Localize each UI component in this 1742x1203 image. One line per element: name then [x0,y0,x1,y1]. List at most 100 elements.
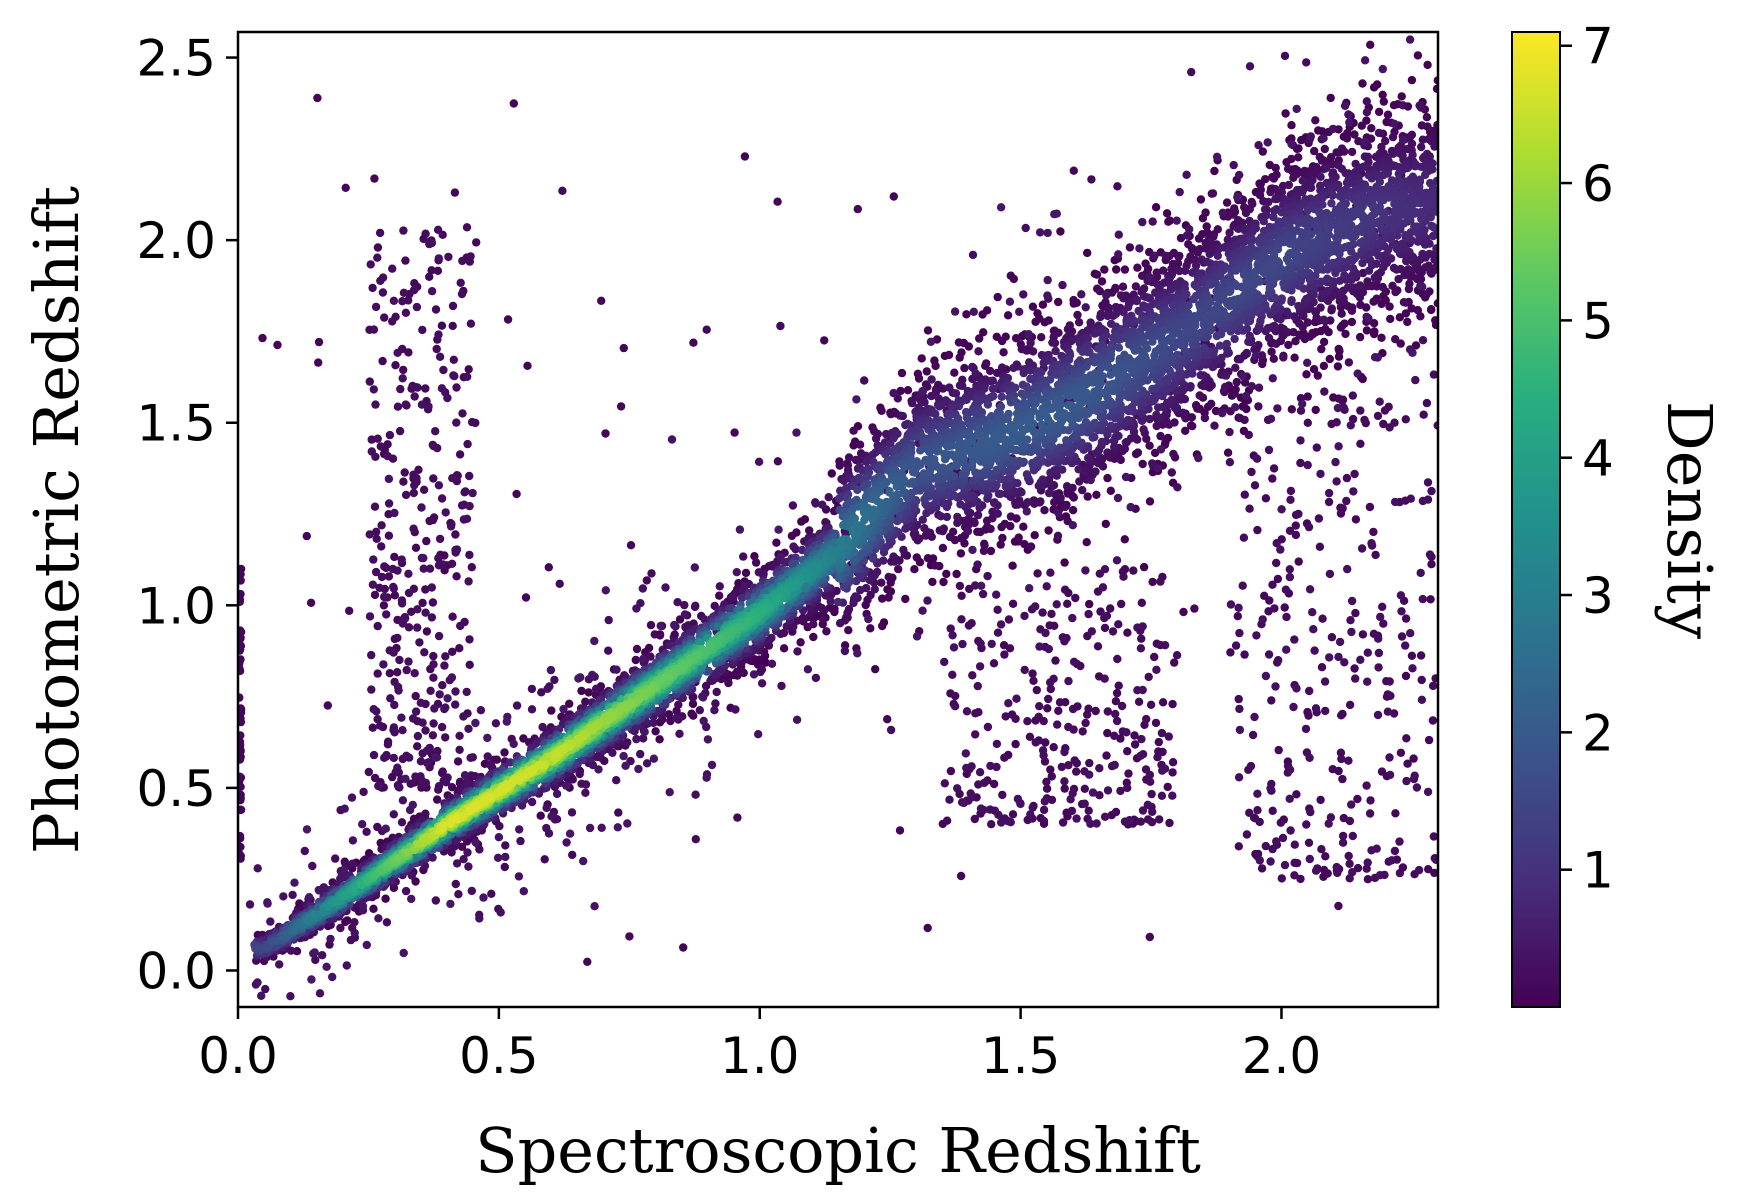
scatter-point [1389,101,1399,110]
scatter-point [1302,820,1311,829]
scatter-point [441,703,450,712]
scatter-point [975,768,985,777]
scatter-point [1143,815,1153,824]
scatter-point [1083,492,1092,501]
scatter-point [1225,427,1234,437]
scatter-point [1120,535,1130,544]
scatter-point [1286,495,1295,504]
scatter-point [1039,358,1048,368]
scatter-point [957,591,966,600]
scatter-point [1138,622,1147,631]
scatter-point [1285,794,1294,803]
scatter-point [1103,786,1113,795]
scatter-point [368,283,377,293]
scatter-point [382,610,391,619]
scatter-point [955,353,964,362]
scatter-point [238,626,245,635]
scatter-point [1043,291,1052,300]
scatter-point [238,773,246,782]
scatter-point [1208,189,1218,198]
scatter-point [364,767,373,777]
scatter-point [1085,758,1094,768]
scatter-point [1039,816,1049,826]
scatter-point [308,861,317,871]
scatter-point [1087,627,1097,636]
scatter-point [1035,702,1044,711]
scatter-point [1340,271,1349,280]
scatter-point [1356,655,1365,664]
scatter-point [951,691,960,701]
scatter-point [1276,818,1286,827]
scatter-point [1391,335,1400,344]
scatter-point [974,636,983,646]
scatter-point [460,771,470,780]
scatter-point [1380,406,1390,415]
scatter-point [625,932,634,941]
scatter-point [434,254,443,263]
scatter-point [1003,311,1013,320]
scatter-point [514,872,524,881]
scatter-point [451,545,460,555]
scatter-point [410,392,419,401]
scatter-point [1423,60,1432,70]
scatter-point [1026,542,1036,551]
scatter-point [987,820,996,829]
scatter-point [1009,363,1018,373]
scatter-point [1395,313,1405,322]
scatter-point [601,586,610,595]
scatter-point [393,668,402,677]
scatter-point [1342,473,1352,483]
scatter-point [1221,382,1230,392]
scatter-point [1096,312,1105,322]
scatter-point [373,669,382,678]
scatter-point [612,776,621,785]
scatter-point [942,569,951,579]
scatter-point [1401,415,1411,424]
scatter-point [399,226,408,235]
scatter-point [928,577,937,587]
scatter-point [437,494,447,503]
scatter-point [1303,206,1312,215]
scatter-point [634,764,643,774]
scatter-point [395,655,404,665]
scatter-point [350,928,359,938]
scatter-point [454,890,463,899]
scatter-point [455,745,464,754]
scatter-point [1266,857,1275,866]
scatter-point [1337,309,1346,318]
scatter-point [739,552,748,561]
scatter-point [1044,694,1053,704]
scatter-point [636,599,645,608]
scatter-point [1112,556,1122,565]
scatter-point [483,752,492,761]
scatter-point [649,754,659,763]
scatter-point [1317,845,1326,854]
scatter-point [1270,604,1279,613]
scatter-point [466,252,475,261]
scatter-point [1044,316,1054,325]
scatter-point [399,477,408,486]
scatter-point [1292,790,1301,799]
scatter-point [1338,774,1347,784]
scatter-point [377,521,386,530]
scatter-point [987,639,996,649]
scatter-point [431,896,440,905]
scatter-point [404,588,414,598]
scatter-point [978,310,987,319]
scatter-point [397,599,407,608]
scatter-point [238,796,245,805]
scatter-point [1397,607,1406,616]
scatter-point [597,296,606,305]
scatter-point [973,681,982,691]
scatter-point [1100,674,1109,683]
scatter-point [1058,280,1067,290]
scatter-point [1357,544,1367,553]
scatter-point [443,694,452,703]
scatter-point [395,426,405,436]
scatter-point [389,648,398,657]
scatter-point [322,962,331,971]
scatter-point [421,726,430,735]
scatter-point [401,490,411,500]
scatter-point [1268,580,1277,589]
scatter-point [1347,800,1356,809]
